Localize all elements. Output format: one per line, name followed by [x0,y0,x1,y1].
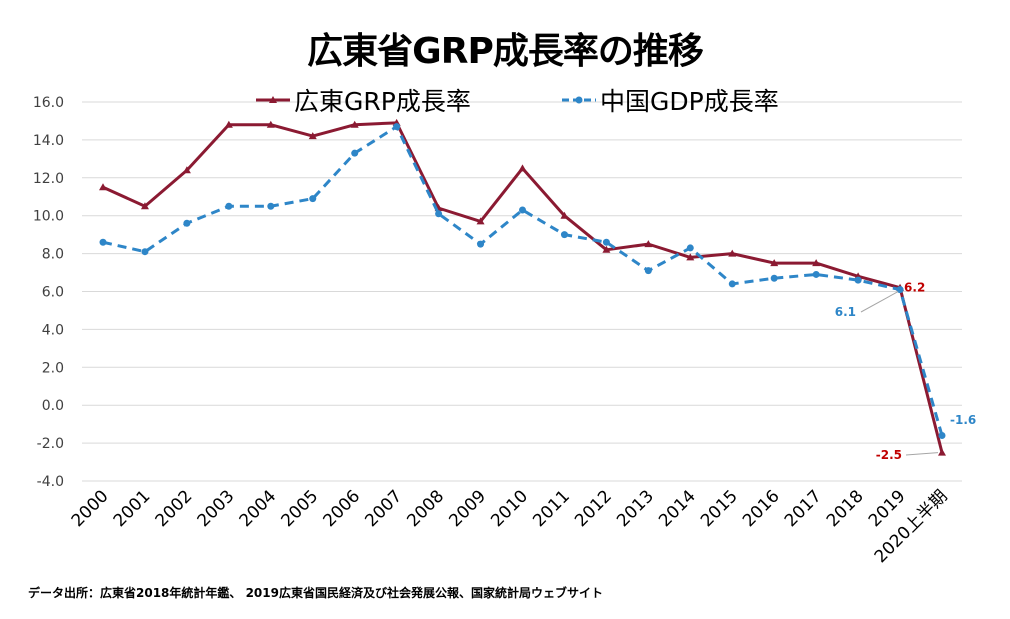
leader-line [905,452,939,456]
source-note: データ出所：広東省2018年統計年鑑、 2019広東省国民経済及び社会発展公報、… [28,586,603,600]
y-tick-label: 12.0 [33,171,64,187]
data-point-grp [728,249,737,257]
x-tick-label: 2016 [739,486,784,531]
legend-marker-grp [269,96,277,103]
data-point-gdp [309,195,317,203]
x-tick-label: 2012 [571,486,616,531]
data-point-grp [182,166,191,174]
data-label: -2.5 [876,448,902,462]
data-point-gdp [183,219,191,227]
x-tick-label: 2004 [236,486,281,531]
data-point-gdp [602,238,610,246]
data-point-gdp [519,206,526,214]
y-tick-label: -4.0 [37,474,64,490]
x-tick-label: 2005 [278,486,323,531]
data-point-grp [308,132,317,140]
x-tick-label: 2002 [152,486,197,531]
data-point-gdp [435,210,443,218]
x-tick-label: 2001 [110,486,155,531]
data-point-grp [686,253,695,261]
data-point-gdp [854,276,862,284]
data-point-grp [770,259,779,267]
data-point-grp [812,259,821,267]
x-tick-label: 2000 [68,486,113,531]
y-tick-label: -2.0 [37,436,64,452]
series-line-1 [102,125,944,436]
data-point-grp [644,240,653,248]
data-label: 6.2 [904,281,925,295]
y-tick-label: 4.0 [42,322,64,338]
data-point-grp [602,245,611,253]
data-point-gdp [393,123,401,131]
data-label: -1.6 [950,413,976,427]
legend-marker-gdp [575,96,583,104]
x-tick-label: 2007 [361,486,406,531]
x-tick-label: 2006 [320,486,365,531]
x-tick-label: 2003 [194,486,239,531]
data-point-grp [476,217,485,225]
x-tick-label: 2008 [403,486,448,531]
data-point-grp [560,211,569,219]
y-tick-label: 6.0 [42,285,64,301]
x-tick-label: 2010 [487,486,532,531]
y-tick-label: 10.0 [33,209,64,225]
data-point-gdp [896,286,904,294]
data-point-grp [350,120,359,128]
data-label: 6.1 [835,305,856,319]
data-point-gdp [351,149,359,157]
data-point-gdp [267,202,275,210]
series-line-0 [102,121,944,453]
x-tick-label: 2011 [529,486,574,531]
y-tick-label: 8.0 [42,247,64,263]
data-point-gdp [560,231,568,239]
data-point-gdp [141,248,149,256]
data-point-grp [938,448,946,456]
data-point-gdp [99,238,107,246]
x-tick-label: 2014 [655,486,700,531]
x-tick-label: 2017 [781,486,826,531]
leader-line [860,291,899,313]
data-point-gdp [686,244,694,252]
data-point-gdp [812,270,820,278]
x-tick-label: 2015 [697,486,742,531]
y-tick-label: 16.0 [33,95,64,111]
chart-title: 広東省GRP成長率の推移 [307,31,704,72]
data-point-grp [266,120,275,128]
y-tick-label: 0.0 [42,398,64,414]
data-point-grp [140,202,149,210]
data-point-gdp [770,274,778,282]
x-tick-label: 2018 [823,486,868,531]
y-tick-label: 2.0 [42,360,64,376]
data-point-grp [518,164,527,172]
data-point-gdp [938,432,946,440]
data-point-grp [224,120,233,128]
data-point-gdp [728,280,736,288]
legend-label-gdp: 中国GDP成長率 [600,87,779,116]
y-tick-label: 14.0 [33,133,64,149]
data-point-gdp [644,267,652,275]
legend-label-grp: 広東GRP成長率 [294,87,471,116]
data-point-gdp [225,202,233,210]
data-point-gdp [477,240,485,248]
x-tick-label: 2013 [613,486,658,531]
x-tick-label: 2009 [445,486,490,531]
data-point-grp [99,183,107,191]
